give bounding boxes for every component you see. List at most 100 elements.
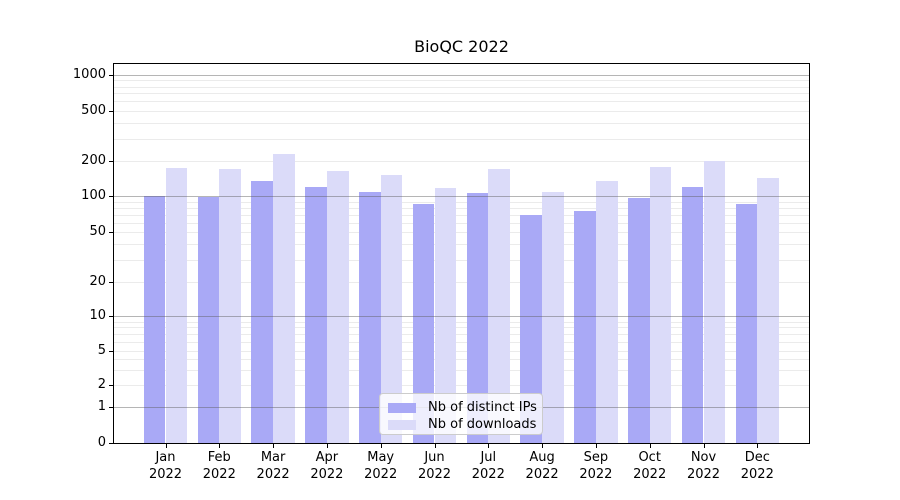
x-tick-label-mar: Mar 2022 xyxy=(256,450,290,482)
y-tick-mark-100 xyxy=(109,196,113,198)
gridline-minor-80 xyxy=(114,207,809,209)
bar-ips-jul xyxy=(466,192,489,443)
y-tick-mark-50 xyxy=(109,232,113,234)
x-tick-mark-jul xyxy=(488,444,490,448)
y-tick-label-100: 100 xyxy=(81,188,106,204)
bar-ips-nov xyxy=(681,187,704,443)
x-tick-label-jun: Jun 2022 xyxy=(417,450,452,482)
bar-ips-oct xyxy=(627,198,650,443)
x-tick-mark-apr xyxy=(326,444,328,448)
bar-downloads-dec xyxy=(757,177,780,443)
bar-ips-sep xyxy=(574,210,596,443)
gridline-minor-2 xyxy=(114,385,809,387)
y-tick-label-200: 200 xyxy=(81,152,106,168)
y-tick-label-1: 1 xyxy=(97,398,106,414)
gridline-minor-500 xyxy=(114,110,809,112)
x-tick-mark-jan xyxy=(165,444,167,448)
x-tick-mark-jun xyxy=(434,444,436,448)
x-tick-label-may: May 2022 xyxy=(364,450,398,482)
bar-ips-jun xyxy=(412,204,435,443)
y-tick-mark-200 xyxy=(109,160,113,162)
x-tick-mark-aug xyxy=(542,444,544,448)
gridline-minor-7 xyxy=(114,333,809,335)
x-tick-mark-feb xyxy=(219,444,221,448)
gridline-major-100 xyxy=(114,196,809,198)
bar-ips-feb xyxy=(197,197,220,443)
gridline-minor-5 xyxy=(114,350,809,352)
gridline-minor-6 xyxy=(114,341,809,343)
y-tick-label-500: 500 xyxy=(81,102,106,118)
x-tick-label-oct: Oct 2022 xyxy=(633,450,667,482)
y-tick-label-10: 10 xyxy=(89,308,106,324)
y-tick-label-1000: 1000 xyxy=(72,67,106,82)
x-tick-label-jan: Jan 2022 xyxy=(148,450,183,482)
gridline-minor-30 xyxy=(114,259,809,261)
bar-ips-mar xyxy=(251,180,274,443)
gridline-minor-300 xyxy=(114,138,809,140)
gridline-major-1000 xyxy=(114,75,809,76)
bar-ips-dec xyxy=(735,204,758,443)
y-tick-mark-1 xyxy=(109,406,113,408)
y-tick-mark-10 xyxy=(109,316,113,318)
x-tick-label-dec: Dec 2022 xyxy=(740,450,774,482)
gridline-minor-70 xyxy=(114,214,809,216)
legend-label-downloads: Nb of downloads xyxy=(428,417,537,432)
y-tick-mark-5 xyxy=(109,350,113,352)
gridline-minor-400 xyxy=(114,122,809,124)
x-tick-label-sep: Sep 2022 xyxy=(579,450,613,482)
gridline-major-10 xyxy=(114,316,809,318)
bar-downloads-may xyxy=(380,175,403,443)
bar-downloads-apr xyxy=(326,170,349,443)
x-tick-label-nov: Nov 2022 xyxy=(686,450,721,482)
x-tick-mark-sep xyxy=(595,444,597,448)
bar-downloads-aug xyxy=(542,192,564,443)
gridline-minor-20 xyxy=(114,281,809,283)
y-tick-label-2: 2 xyxy=(97,377,106,393)
x-tick-mark-may xyxy=(380,444,382,448)
gridline-minor-60 xyxy=(114,222,809,224)
gridline-minor-800 xyxy=(114,86,809,88)
bar-ips-jan xyxy=(143,196,166,443)
legend-label-distinct-ips: Nb of distinct IPs xyxy=(428,400,537,415)
gridline-minor-40 xyxy=(114,244,809,246)
y-tick-label-20: 20 xyxy=(89,273,106,289)
x-tick-label-apr: Apr 2022 xyxy=(310,450,344,482)
chart-title: BioQC 2022 xyxy=(414,37,509,56)
bar-downloads-oct xyxy=(649,167,672,443)
x-tick-label-jul: Jul 2022 xyxy=(471,450,505,482)
plot-area xyxy=(113,63,810,444)
y-tick-mark-20 xyxy=(109,281,113,283)
legend-swatch-downloads xyxy=(388,419,416,430)
x-tick-mark-mar xyxy=(273,444,275,448)
gridline-minor-600 xyxy=(114,101,809,103)
y-tick-label-0: 0 xyxy=(97,435,106,450)
bar-downloads-jun xyxy=(434,187,457,443)
y-tick-label-50: 50 xyxy=(89,224,106,240)
legend: Nb of distinct IPs Nb of downloads xyxy=(379,393,543,435)
bar-downloads-sep xyxy=(595,181,618,443)
gridline-minor-900 xyxy=(114,80,809,82)
bar-downloads-mar xyxy=(273,154,295,443)
bar-ips-aug xyxy=(520,214,543,443)
gridline-minor-9 xyxy=(114,321,809,323)
bar-downloads-nov xyxy=(703,160,726,443)
gridline-minor-4 xyxy=(114,359,809,360)
x-tick-label-feb: Feb 2022 xyxy=(202,450,236,482)
y-tick-mark-1000 xyxy=(109,75,113,76)
gridline-minor-8 xyxy=(114,327,809,329)
y-tick-mark-2 xyxy=(109,385,113,387)
bar-downloads-feb xyxy=(219,168,242,443)
bar-ips-may xyxy=(358,192,381,443)
gridline-minor-700 xyxy=(114,93,809,95)
legend-item-distinct-ips: Nb of distinct IPs xyxy=(388,399,537,416)
gridline-minor-90 xyxy=(114,201,809,203)
gridline-minor-3 xyxy=(114,369,809,371)
gridline-minor-200 xyxy=(114,160,809,162)
gridline-minor-50 xyxy=(114,232,809,234)
legend-swatch-ips xyxy=(388,402,416,413)
bar-downloads-jan xyxy=(165,168,188,443)
bar-ips-apr xyxy=(305,186,327,443)
y-tick-mark-0 xyxy=(109,443,113,444)
bar-downloads-jul xyxy=(488,168,511,443)
